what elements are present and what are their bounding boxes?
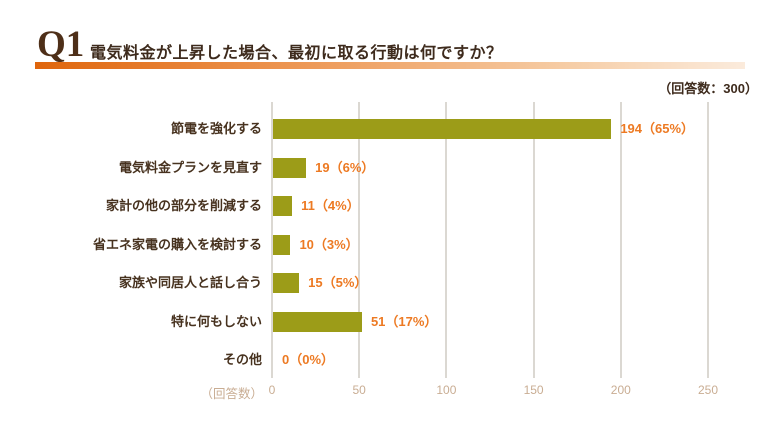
gridline-200	[619, 102, 622, 378]
bar-value-label-3: 10（3%）	[299, 236, 359, 252]
x-axis-unit-label: （回答数）	[200, 387, 263, 401]
bar-row-2	[273, 196, 293, 216]
bar-row-5	[273, 311, 362, 332]
bar-value-label-5: 51（17%）	[370, 313, 438, 329]
bar-row-1	[273, 157, 307, 178]
x-tick-label-200: 200	[610, 383, 631, 397]
bar-row-4	[273, 273, 300, 293]
gridline-100	[445, 102, 448, 378]
category-label-6: その他	[222, 352, 262, 367]
gridline-50	[358, 102, 361, 378]
category-label-3: 省エネ家電の購入を検討する	[92, 236, 262, 252]
x-tick-label-150: 150	[523, 383, 544, 397]
bar-row-0	[273, 119, 612, 139]
category-label-4: 家族や同居人と話し合う	[118, 275, 262, 290]
bar-value-label-0: 194（65%）	[620, 121, 695, 136]
bar-chart-plot-area: 194（65%） 19（6%） 11（4%） 10（3%） 15（5%） 51（17%） 0…	[269, 102, 718, 397]
x-tick-label-250: 250	[697, 383, 719, 397]
category-label-5: 特に何もしない	[170, 313, 262, 329]
category-label-0: 節電を強化する	[170, 121, 262, 136]
x-tick-label-100: 100	[436, 383, 457, 397]
bar-value-label-4: 15（5%）	[308, 275, 368, 290]
respondents-count-note: （回答数：300）	[658, 81, 758, 96]
bar-value-label-6: 0（0%）	[282, 352, 335, 367]
gridline-150	[532, 102, 535, 378]
x-tick-label-0: 0	[268, 383, 276, 397]
bar-value-label-2: 11（4%）	[301, 198, 360, 213]
category-label-2: 家計の他の部分を削減する	[105, 198, 262, 213]
title-underline-gradient	[35, 62, 745, 69]
category-label-1: 電気料金プランを見直す	[118, 159, 262, 175]
gridline-0	[271, 102, 273, 378]
bar-value-label-1: 19（6%）	[315, 159, 375, 175]
page-title: 電気料金が上昇した場合、最初に取る行動は何ですか？	[90, 45, 503, 62]
question-number: Q1	[37, 24, 85, 65]
x-tick-label-50: 50	[352, 383, 366, 397]
bar-row-3	[273, 234, 291, 255]
gridline-250	[707, 102, 709, 378]
